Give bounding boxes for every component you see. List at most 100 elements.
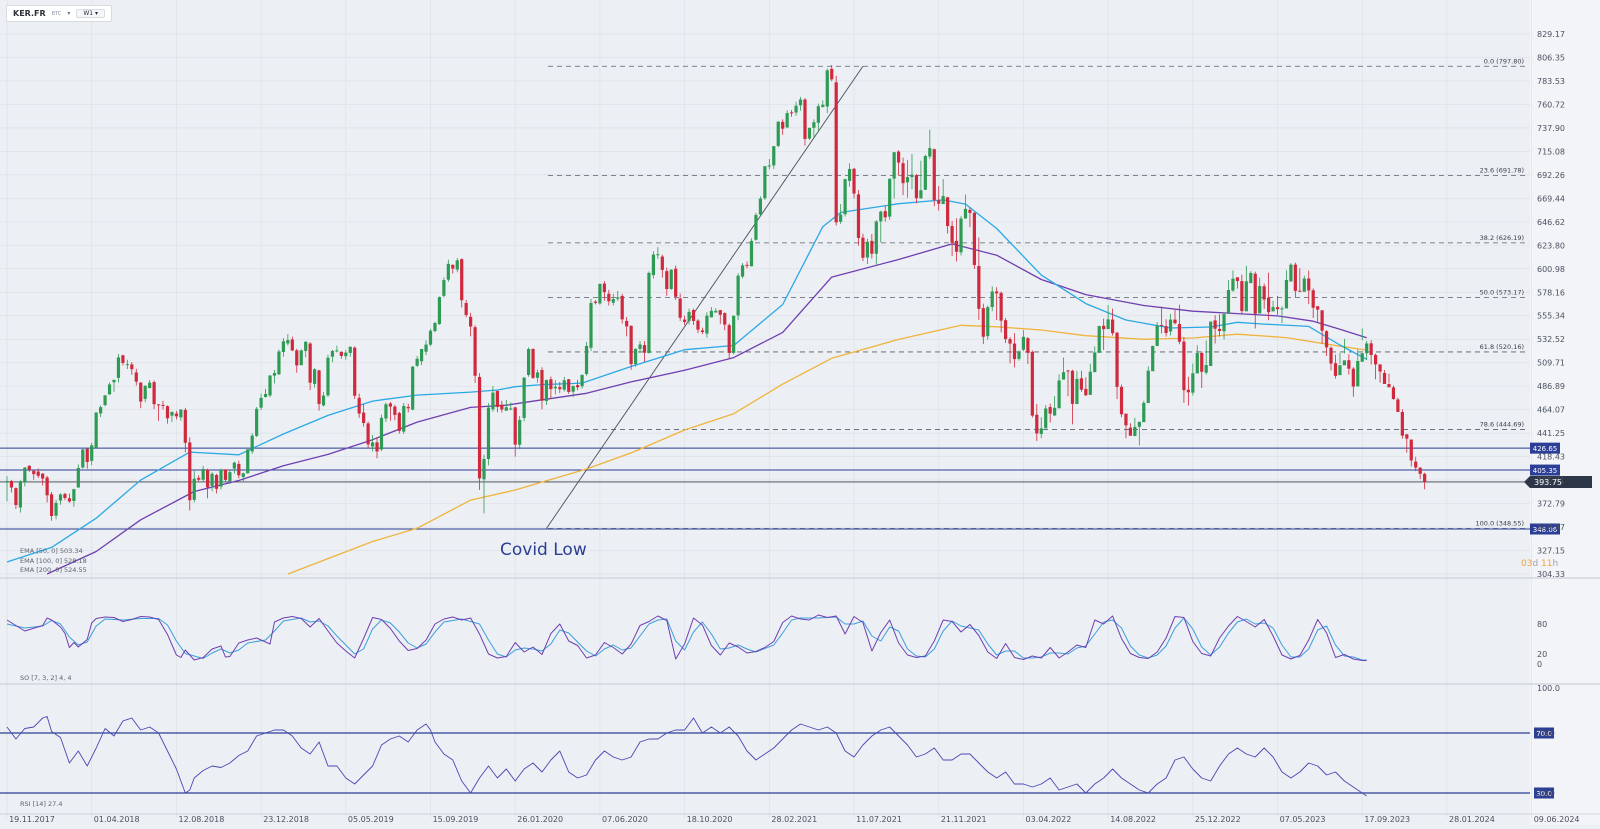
- candle-body: [201, 468, 205, 480]
- candle-body: [1061, 372, 1066, 380]
- candle-body: [803, 99, 807, 139]
- candle-body: [923, 155, 927, 190]
- candle-body: [1351, 368, 1355, 387]
- candle-body: [883, 211, 887, 218]
- candle-body: [139, 382, 143, 402]
- trend-line[interactable]: [546, 66, 864, 529]
- candle-body: [1079, 378, 1083, 390]
- candle-body: [937, 200, 941, 204]
- candle-body: [58, 494, 63, 501]
- candle-body: [874, 221, 878, 254]
- support-resistance-levels[interactable]: 426.65 405.35 348.06: [0, 442, 1592, 535]
- candle-body: [183, 409, 187, 443]
- x-tick-label: 28.01.2024: [1449, 815, 1495, 824]
- candle-body: [1405, 434, 1409, 439]
- fibonacci-retracement[interactable]: 0.0 (797.80) 23.6 (691.78) 38.2 (626.19) 50…: [548, 57, 1528, 529]
- rsi-legend[interactable]: RSI [14] 27.4: [20, 800, 63, 808]
- candle-body: [148, 382, 152, 389]
- candle-body: [968, 209, 972, 213]
- y-tick-label: 600.98: [1537, 265, 1565, 274]
- candle-body: [67, 498, 72, 502]
- candle-body: [932, 149, 936, 201]
- candle-body: [174, 413, 179, 417]
- x-tick-label: 26.01.2020: [517, 815, 563, 824]
- x-tick-label: 19.11.2017: [9, 815, 55, 824]
- candle-body: [362, 412, 366, 423]
- candle-body: [188, 442, 192, 501]
- candle-body: [1070, 370, 1075, 404]
- indicator-legend-ema200[interactable]: EMA [200, 0] 524.55: [20, 566, 87, 574]
- candle-body: [406, 406, 410, 409]
- x-tick-label: 25.12.2022: [1195, 815, 1241, 824]
- candle-body: [990, 291, 994, 308]
- indicator-legend-ema50[interactable]: EMA [50, 0] 503.34: [20, 547, 83, 555]
- candle-body: [32, 470, 36, 475]
- candle-body: [1240, 281, 1244, 312]
- candle-body: [665, 271, 669, 290]
- candle-body: [1195, 353, 1199, 374]
- candle-body: [981, 308, 985, 337]
- symbol-label[interactable]: KER.FR: [13, 9, 46, 18]
- candle-body: [1418, 467, 1422, 474]
- candle-body: [192, 478, 196, 500]
- candle-body: [379, 417, 384, 450]
- candle-body: [821, 104, 825, 107]
- candle-body: [1320, 310, 1324, 331]
- candle-body: [428, 330, 433, 345]
- candle-body: [1177, 324, 1182, 342]
- x-tick-label: 07.06.2020: [602, 815, 648, 824]
- candle-body: [1356, 360, 1360, 387]
- candle-body: [861, 237, 865, 258]
- countdown-hours-unit: h: [1553, 559, 1559, 569]
- x-tick-label: 07.05.2023: [1280, 815, 1326, 824]
- candlestick-series: [5, 64, 1427, 521]
- candle-body: [1084, 388, 1088, 396]
- candle-body: [1102, 325, 1106, 330]
- x-tick-label: 01.04.2018: [94, 815, 140, 824]
- candle-body: [843, 179, 847, 215]
- timeframe-select[interactable]: W1 ▾: [76, 9, 106, 18]
- candle-body: [1115, 332, 1119, 387]
- candle-body: [94, 412, 98, 448]
- y-tick-label: 715.08: [1537, 147, 1565, 156]
- rsi-tick-label: 100.0: [1537, 684, 1560, 693]
- candle-body: [1289, 264, 1293, 282]
- candle-body: [642, 345, 647, 353]
- symbol-dropdown-icon[interactable]: ▾: [67, 10, 71, 17]
- candle-body: [616, 297, 620, 299]
- candle-body: [1142, 402, 1146, 423]
- candle-body: [1342, 360, 1346, 366]
- candle-body: [905, 177, 910, 183]
- candle-body: [602, 283, 606, 293]
- candle-body: [455, 260, 459, 270]
- rsi-line: [6, 716, 1367, 797]
- stoch-tick-label: 20: [1537, 650, 1547, 659]
- indicator-legend-ema100[interactable]: EMA [100, 0] 528.18: [20, 557, 87, 565]
- candle-body: [1235, 277, 1240, 282]
- candle-body: [286, 340, 290, 344]
- candle-body: [972, 212, 976, 265]
- candle-body: [910, 174, 914, 178]
- candle-body: [678, 298, 682, 318]
- candle-body: [321, 395, 326, 406]
- candle-body: [415, 358, 419, 366]
- candle-body: [348, 346, 352, 353]
- candle-body: [250, 435, 254, 452]
- symbol-bar[interactable]: KER.FR BTC ▾ W1 ▾: [6, 5, 113, 22]
- candle-body: [14, 488, 18, 505]
- candle-body: [304, 341, 308, 351]
- candle-body: [1151, 345, 1155, 372]
- candle-body: [81, 449, 85, 468]
- candle-body: [424, 344, 428, 352]
- candle-body: [143, 385, 147, 399]
- candle-body: [1298, 290, 1302, 292]
- current-price-label: 393.75: [1534, 478, 1562, 487]
- candle-body: [977, 266, 981, 309]
- candle-body: [1258, 286, 1262, 314]
- candle-body: [263, 393, 268, 397]
- price-level-tag: [1530, 523, 1560, 535]
- candle-body: [522, 377, 526, 418]
- candle-body: [268, 375, 272, 396]
- stochastic-legend[interactable]: SO [7, 3, 2] 4, 4: [20, 674, 72, 682]
